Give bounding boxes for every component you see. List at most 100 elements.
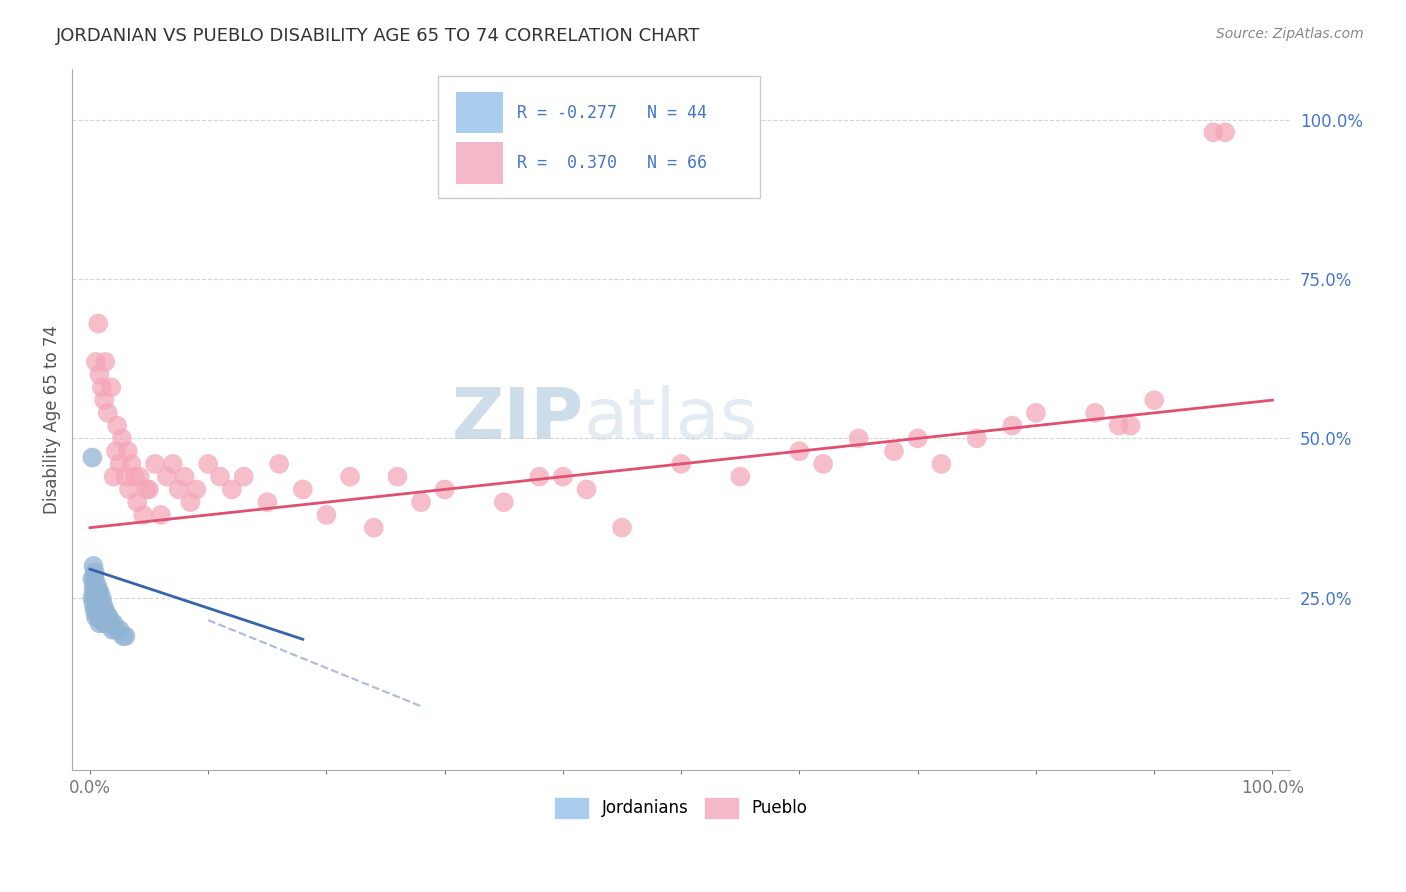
Point (221, 483, 243, 497)
Point (409, 495, 432, 509)
Point (104, 444, 127, 458)
Point (93, 603, 115, 617)
Point (269, 457, 291, 471)
Legend: Jordanians, Pueblo: Jordanians, Pueblo (548, 791, 814, 825)
Point (186, 483, 208, 497)
Y-axis label: Disability Age 65 to 74: Disability Age 65 to 74 (44, 325, 60, 514)
Point (83, 578, 105, 592)
Point (120, 457, 142, 471)
Point (179, 495, 201, 509)
Point (610, 521, 633, 535)
Point (84, 355, 107, 369)
Point (89, 591, 111, 605)
Point (114, 469, 136, 483)
Point (1202, 125, 1225, 139)
Point (90, 603, 112, 617)
Point (1025, 406, 1047, 420)
FancyBboxPatch shape (437, 76, 761, 198)
Point (291, 483, 314, 497)
Text: Source: ZipAtlas.com: Source: ZipAtlas.com (1216, 27, 1364, 41)
Point (101, 623, 124, 637)
Point (86, 591, 108, 605)
Point (90, 597, 112, 611)
Point (108, 457, 131, 471)
Point (1001, 418, 1024, 433)
Point (162, 457, 184, 471)
Point (98, 616, 121, 631)
Point (128, 469, 150, 483)
Point (91, 597, 114, 611)
Point (84, 584, 107, 599)
Point (124, 469, 146, 483)
FancyBboxPatch shape (456, 92, 503, 133)
Text: ZIP: ZIP (451, 384, 583, 454)
Point (551, 469, 574, 483)
Point (156, 469, 179, 483)
Point (87, 584, 110, 599)
Point (232, 469, 254, 483)
Point (84, 597, 107, 611)
Point (103, 469, 125, 483)
Point (82, 572, 104, 586)
Point (931, 457, 953, 471)
Point (387, 469, 409, 483)
Point (83, 591, 105, 605)
Point (143, 457, 166, 471)
Point (112, 629, 135, 643)
Point (86, 603, 108, 617)
Point (89, 616, 111, 631)
Point (167, 483, 190, 497)
Point (149, 508, 172, 522)
Point (132, 508, 155, 522)
Point (83, 558, 105, 573)
Point (197, 457, 219, 471)
Point (138, 483, 160, 497)
Point (173, 469, 195, 483)
Point (127, 495, 149, 509)
Point (111, 431, 134, 445)
Point (363, 521, 385, 535)
Point (83, 584, 105, 599)
Point (94, 603, 117, 617)
Point (315, 508, 337, 522)
Point (97, 406, 120, 420)
Point (94, 616, 117, 631)
Point (433, 483, 456, 497)
Point (82, 450, 104, 465)
Point (1213, 125, 1236, 139)
Point (118, 483, 141, 497)
Point (100, 616, 122, 631)
Point (87, 597, 110, 611)
Text: JORDANIAN VS PUEBLO DISABILITY AGE 65 TO 74 CORRELATION CHART: JORDANIAN VS PUEBLO DISABILITY AGE 65 TO… (56, 27, 700, 45)
Point (89, 368, 111, 382)
Point (108, 623, 131, 637)
Point (135, 483, 157, 497)
Point (966, 431, 988, 445)
Point (90, 591, 112, 605)
Point (90, 380, 112, 394)
Point (1143, 393, 1166, 408)
Point (94, 355, 117, 369)
Point (87, 610, 110, 624)
Text: R =  0.370   N = 66: R = 0.370 N = 66 (517, 154, 707, 172)
Point (492, 495, 515, 509)
Point (1084, 406, 1107, 420)
Text: R = -0.277   N = 44: R = -0.277 N = 44 (517, 103, 707, 121)
Point (789, 444, 811, 458)
Point (117, 444, 139, 458)
Point (114, 629, 136, 643)
Point (91, 610, 114, 624)
Point (208, 469, 231, 483)
Point (90, 610, 112, 624)
Point (1108, 418, 1130, 433)
Point (83, 603, 105, 617)
Point (883, 444, 905, 458)
Point (100, 380, 122, 394)
Text: atlas: atlas (583, 384, 758, 454)
Point (575, 483, 598, 497)
Point (97, 610, 120, 624)
Point (105, 418, 128, 433)
Point (89, 603, 111, 617)
Point (83, 572, 105, 586)
Point (907, 431, 929, 445)
